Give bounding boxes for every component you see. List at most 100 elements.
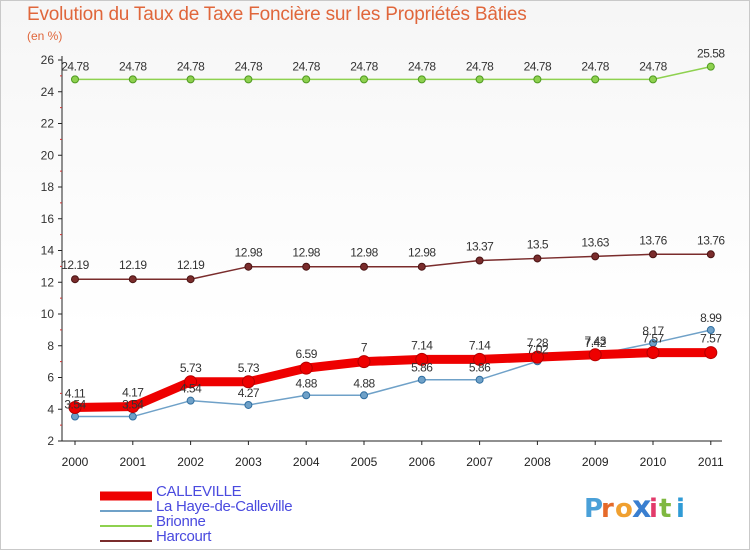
x-tick-label: 2005 bbox=[351, 455, 378, 469]
data-label-la-haye: 7.42 bbox=[585, 336, 607, 350]
data-label-la-haye: 4.27 bbox=[238, 386, 260, 400]
logo-letter: x bbox=[632, 490, 651, 525]
data-label-harcourt: 13.63 bbox=[581, 235, 609, 249]
data-label-la-haye: 4.54 bbox=[180, 382, 202, 396]
data-point-harcourt bbox=[533, 254, 542, 263]
legend-swatch-brionne bbox=[100, 525, 152, 527]
legend-item-calleville: CALLEVILLE bbox=[100, 483, 360, 501]
data-label-harcourt: 13.76 bbox=[639, 233, 667, 247]
data-label-calleville: 4.17 bbox=[122, 386, 144, 400]
data-label-calleville: 5.73 bbox=[180, 361, 202, 375]
logo-letter: o bbox=[615, 494, 633, 524]
y-tick-label: 22 bbox=[41, 117, 55, 131]
data-label-brionne: 24.78 bbox=[119, 59, 147, 73]
series-line-calleville bbox=[70, 348, 716, 413]
legend-label-calleville: CALLEVILLE bbox=[156, 483, 242, 500]
data-label-brionne: 25.58 bbox=[697, 47, 725, 61]
data-label-harcourt: 12.98 bbox=[235, 246, 263, 260]
data-point-harcourt bbox=[302, 262, 311, 271]
data-point-harcourt bbox=[360, 262, 368, 271]
data-point-la-haye bbox=[186, 396, 195, 405]
data-label-brionne: 24.78 bbox=[466, 59, 494, 73]
data-point-la-haye bbox=[128, 412, 137, 421]
data-label-brionne: 24.78 bbox=[350, 59, 378, 73]
data-point-harcourt bbox=[128, 275, 137, 284]
data-label-la-haye: 5.86 bbox=[411, 361, 433, 375]
data-label-calleville: 6.59 bbox=[296, 347, 318, 361]
data-label-harcourt: 12.19 bbox=[61, 258, 89, 272]
data-label-harcourt: 13.37 bbox=[466, 240, 494, 254]
x-tick-label: 2006 bbox=[408, 455, 435, 469]
data-point-calleville bbox=[241, 375, 255, 389]
data-label-calleville: 5.73 bbox=[238, 361, 260, 375]
data-point-la-haye bbox=[71, 412, 79, 421]
data-point-harcourt bbox=[706, 250, 715, 259]
data-point-brionne bbox=[417, 75, 426, 84]
data-label-harcourt: 12.98 bbox=[350, 246, 378, 260]
data-label-brionne: 24.78 bbox=[581, 59, 609, 73]
data-point-brionne bbox=[244, 75, 253, 84]
data-point-harcourt bbox=[591, 252, 600, 261]
data-point-la-haye bbox=[706, 326, 715, 335]
data-point-la-haye bbox=[417, 375, 426, 384]
x-tick-label: 2009 bbox=[582, 455, 609, 469]
data-label-la-haye: 3.54 bbox=[64, 398, 86, 412]
data-label-la-haye: 4.88 bbox=[296, 376, 318, 390]
y-tick-label: 18 bbox=[41, 180, 55, 194]
y-tick-label: 4 bbox=[47, 402, 54, 416]
data-point-brionne bbox=[71, 75, 79, 84]
data-point-la-haye bbox=[244, 400, 253, 409]
y-unit-label: (en %) bbox=[27, 29, 63, 43]
y-tick-label: 12 bbox=[41, 275, 55, 289]
data-point-calleville bbox=[68, 401, 82, 415]
data-label-brionne: 24.78 bbox=[235, 59, 263, 73]
y-tick-label: 24 bbox=[41, 85, 55, 99]
proxiti-logo: Pr o xi t i bbox=[584, 490, 685, 525]
logo-letter: r bbox=[601, 494, 614, 524]
data-label-harcourt: 12.19 bbox=[177, 258, 205, 272]
x-tick-label: 2003 bbox=[235, 455, 262, 469]
data-label-calleville: 7.57 bbox=[642, 332, 664, 346]
data-point-calleville bbox=[530, 350, 544, 364]
chart-title: Evolution du Taux de Taxe Foncière sur l… bbox=[27, 4, 527, 25]
data-label-brionne: 24.78 bbox=[639, 59, 667, 73]
data-point-la-haye bbox=[475, 375, 484, 384]
data-label-harcourt: 13.76 bbox=[697, 233, 725, 247]
series-line-harcourt bbox=[74, 253, 712, 280]
data-point-harcourt bbox=[649, 250, 657, 259]
data-point-brionne bbox=[128, 75, 137, 84]
data-label-la-haye: 7.02 bbox=[527, 342, 549, 356]
y-tick-label: 10 bbox=[41, 307, 55, 321]
x-tick-label: 2004 bbox=[293, 455, 320, 469]
data-point-calleville bbox=[588, 348, 602, 362]
legend-item-brionne: Brionne bbox=[100, 513, 360, 530]
data-point-harcourt bbox=[475, 256, 484, 265]
legend-item-la-haye-de-calleville: La Haye-de-Calleville bbox=[100, 498, 360, 515]
y-tick-label: 20 bbox=[41, 148, 55, 162]
data-label-la-haye: 4.88 bbox=[353, 376, 375, 390]
legend-swatch-harcourt bbox=[100, 540, 152, 542]
data-label-brionne: 24.78 bbox=[524, 59, 552, 73]
y-tick-label: 8 bbox=[47, 339, 54, 353]
data-point-calleville bbox=[126, 400, 140, 414]
data-point-calleville bbox=[646, 346, 660, 360]
data-point-harcourt bbox=[186, 275, 195, 284]
data-point-brionne bbox=[186, 75, 195, 84]
data-point-brionne bbox=[475, 75, 484, 84]
data-label-brionne: 24.78 bbox=[177, 59, 205, 73]
data-point-harcourt bbox=[244, 262, 253, 271]
data-point-brionne bbox=[302, 75, 311, 84]
data-label-brionne: 24.78 bbox=[292, 59, 320, 73]
data-label-la-haye: 5.86 bbox=[469, 361, 491, 375]
x-tick-label: 2001 bbox=[119, 455, 146, 469]
data-point-brionne bbox=[533, 75, 542, 84]
data-label-harcourt: 13.5 bbox=[527, 237, 549, 251]
data-label-calleville: 7.14 bbox=[411, 338, 433, 352]
legend-label-harcourt: Harcourt bbox=[156, 528, 212, 545]
logo-letter: P bbox=[584, 494, 603, 524]
x-tick-label: 2007 bbox=[466, 455, 493, 469]
data-point-la-haye bbox=[302, 391, 311, 400]
data-label-calleville: 7.28 bbox=[527, 336, 549, 350]
